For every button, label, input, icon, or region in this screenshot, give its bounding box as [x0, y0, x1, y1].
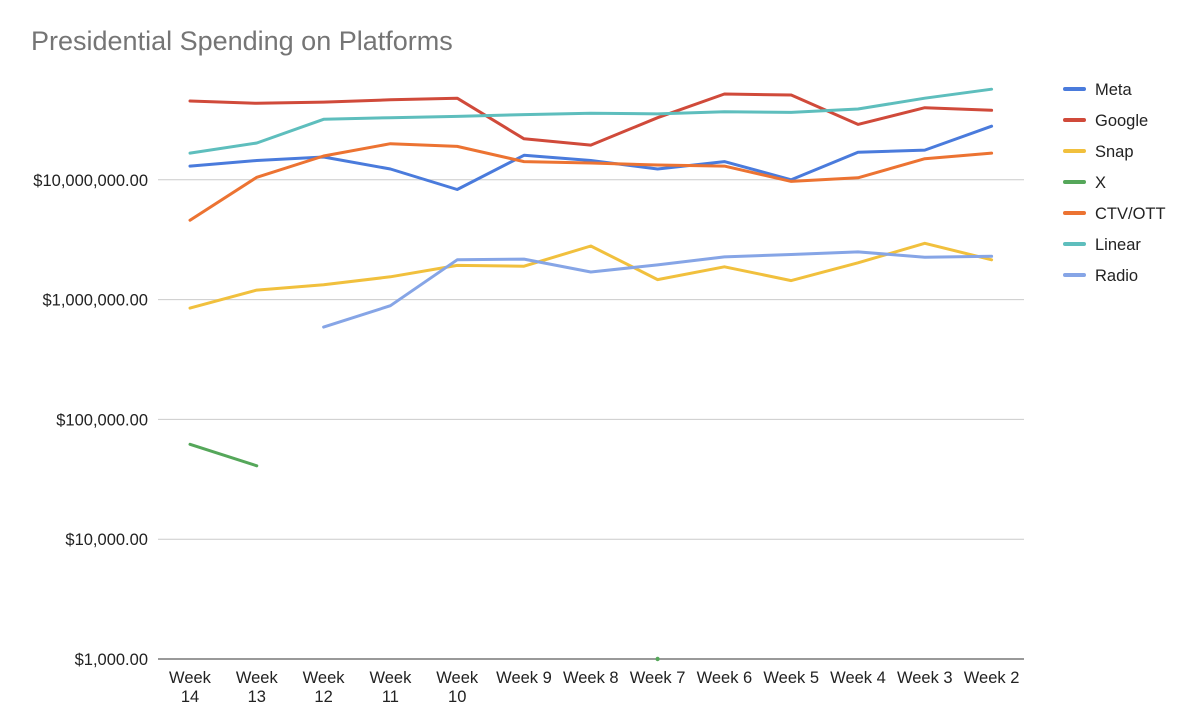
series-radio: [322, 250, 994, 329]
legend-item-meta: Meta: [1063, 81, 1133, 99]
legend-label: Radio: [1095, 267, 1138, 285]
x-tick-label: Week 12: [303, 669, 346, 706]
series-google: [188, 92, 994, 147]
series-lines: [188, 87, 994, 662]
x-tick-label-line: Week 9: [496, 669, 552, 687]
legend-item-radio: Radio: [1063, 267, 1138, 285]
x-tick-label: Week 9: [496, 669, 552, 687]
x-tick-label-line: 11: [382, 688, 399, 706]
series-line-linear: [188, 87, 994, 155]
series-line-google: [188, 92, 994, 147]
legend-item-snap: Snap: [1063, 143, 1134, 161]
series-x: [188, 442, 660, 662]
x-tick-label-line: 12: [314, 688, 332, 706]
legend-item-linear: Linear: [1063, 236, 1141, 254]
legend-label: CTV/OTT: [1095, 205, 1166, 223]
series-ctv-ott: [188, 142, 994, 222]
x-tick-label: Week 6: [697, 669, 753, 687]
series-line-radio: [322, 250, 994, 329]
x-tick-label: Week 11: [369, 669, 412, 706]
x-tick-label: Week 8: [563, 669, 619, 687]
y-tick-label: $100,000.00: [56, 411, 148, 429]
y-tick-label: $1,000.00: [75, 651, 148, 669]
x-tick-label: Week 2: [964, 669, 1020, 687]
x-tick-label-line: Week: [169, 669, 212, 687]
x-tick-label-line: 10: [448, 688, 466, 706]
x-tick-label: Week 4: [830, 669, 886, 687]
series-point-x: [655, 656, 660, 662]
x-tick-label: Week 7: [630, 669, 686, 687]
x-tick-label-line: Week: [236, 669, 279, 687]
x-tick-label-line: Week 8: [563, 669, 619, 687]
series-snap: [188, 241, 994, 310]
series-line-ctv-ott: [188, 142, 994, 222]
x-tick-label-line: 13: [248, 688, 266, 706]
x-tick-label-line: Week 3: [897, 669, 953, 687]
y-tick-label: $1,000,000.00: [42, 292, 148, 310]
legend-label: Linear: [1095, 236, 1141, 254]
legend-item-google: Google: [1063, 112, 1148, 130]
x-tick-label: Week 5: [763, 669, 819, 687]
x-tick-label-line: Week 2: [964, 669, 1020, 687]
legend-label: Google: [1095, 112, 1148, 130]
x-tick-label-line: Week: [303, 669, 346, 687]
x-tick-label: Week 3: [897, 669, 953, 687]
legend-label: Snap: [1095, 143, 1134, 161]
y-tick-label: $10,000,000.00: [33, 172, 148, 190]
x-tick-label: Week 10: [436, 669, 479, 706]
x-tick-label-line: Week: [369, 669, 412, 687]
x-tick-label: Week 13: [236, 669, 279, 706]
gridlines: [158, 179, 1024, 660]
x-tick-label-line: Week 7: [630, 669, 686, 687]
x-tick-label-line: Week 6: [697, 669, 753, 687]
legend-item-x: X: [1063, 174, 1106, 192]
legend-label: Meta: [1095, 81, 1133, 99]
x-tick-label-line: Week: [436, 669, 479, 687]
x-tick-label-line: Week 4: [830, 669, 886, 687]
series-line-snap: [188, 241, 994, 310]
legend-label: X: [1095, 174, 1106, 192]
x-tick-label: Week 14: [169, 669, 212, 706]
series-line-x: [188, 442, 259, 468]
legend: Meta Google Snap X CTV/OTT Linear Radio: [1063, 81, 1166, 285]
y-tick-label: $10,000.00: [65, 531, 148, 549]
series-linear: [188, 87, 994, 155]
chart-title: Presidential Spending on Platforms: [31, 26, 453, 56]
x-tick-label-line: Week 5: [763, 669, 819, 687]
legend-item-ctv-ott: CTV/OTT: [1063, 205, 1166, 223]
x-tick-label-line: 14: [181, 688, 199, 706]
y-axis-ticks: $1,000.00 $10,000.00 $100,000.00 $1,000,000…: [33, 172, 148, 669]
